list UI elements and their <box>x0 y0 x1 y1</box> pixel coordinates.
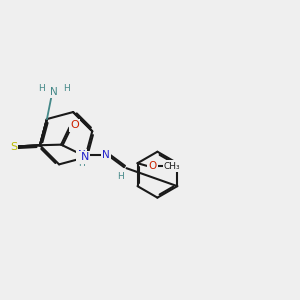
Text: N: N <box>102 150 110 160</box>
Text: CH₃: CH₃ <box>164 162 181 171</box>
Text: N: N <box>50 87 58 97</box>
Text: O: O <box>148 161 156 171</box>
Text: O: O <box>70 120 79 130</box>
Text: H: H <box>63 84 69 93</box>
Text: H: H <box>38 84 45 93</box>
Text: N: N <box>80 152 89 162</box>
Text: S: S <box>10 142 17 152</box>
Text: N: N <box>78 150 85 160</box>
Text: H: H <box>117 172 123 181</box>
Text: H: H <box>78 159 85 168</box>
